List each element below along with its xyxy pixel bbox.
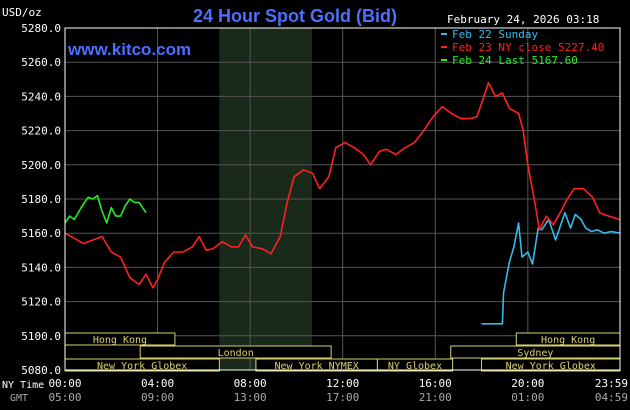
- y-tick-label: 5240.0: [21, 90, 61, 103]
- session-label-3: Sydney: [517, 348, 553, 359]
- x-tick-label-gmt: 04:59: [595, 391, 628, 404]
- y-tick-label: 5080.0: [21, 364, 61, 377]
- legend-entry-2: Feb 24 Last 5167.60: [452, 54, 578, 67]
- series-line-0: [481, 211, 621, 325]
- x-row-label-gmt: GMT: [10, 393, 28, 404]
- legend-entry-0: Feb 22 Sunday: [452, 28, 538, 41]
- session-label-4: New York Globex: [97, 361, 187, 372]
- x-tick-label-ny: 08:00: [234, 377, 267, 390]
- x-tick-label-gmt: 13:00: [234, 391, 267, 404]
- y-tick-label: 5120.0: [21, 296, 61, 309]
- chart-title: 24 Hour Spot Gold (Bid): [193, 6, 397, 26]
- y-tick-label: 5220.0: [21, 125, 61, 138]
- x-tick-label-ny: 04:00: [141, 377, 174, 390]
- axes: 5280.0 5260.0 5240.0 5220.0 5200.0 5180.0 5160…: [21, 22, 628, 404]
- timestamp: February 24, 2026 03:18: [447, 13, 599, 26]
- y-axis-label: USD/oz: [2, 6, 42, 19]
- y-tick-label: 5140.0: [21, 261, 61, 274]
- x-tick-label-gmt: 21:00: [419, 391, 452, 404]
- x-tick-label-ny: 23:59: [595, 377, 628, 390]
- x-tick-label-ny: 12:00: [326, 377, 359, 390]
- x-tick-label-gmt: 01:00: [511, 391, 544, 404]
- series-line-1: [64, 81, 621, 289]
- y-tick-label: 5160.0: [21, 227, 61, 240]
- session-label-7: New York Globex: [506, 361, 596, 372]
- x-tick-label-ny: 20:00: [511, 377, 544, 390]
- legend-entry-1: Feb 23 NY close 5227.40: [452, 41, 604, 54]
- y-tick-label: 5100.0: [21, 330, 61, 343]
- series-line-2: [64, 194, 147, 224]
- session-label-6: NY Globex: [388, 361, 442, 372]
- plot-frame: [64, 27, 621, 371]
- session-bar-6: [376, 358, 454, 372]
- session-label-2: London: [218, 348, 254, 359]
- series-lines: [64, 81, 621, 325]
- x-tick-label-gmt: 17:00: [326, 391, 359, 404]
- session-label-0: Hong Kong: [93, 335, 147, 346]
- x-tick-label-gmt: 05:00: [48, 391, 81, 404]
- x-row-label-ny: NY Time: [2, 380, 44, 391]
- session-label-1: Hong Kong: [541, 335, 595, 346]
- x-tick-label-gmt: 09:00: [141, 391, 174, 404]
- x-tick-label-ny: 16:00: [419, 377, 452, 390]
- y-tick-label: 5260.0: [21, 56, 61, 69]
- y-tick-label: 5200.0: [21, 159, 61, 172]
- session-label-5: New York NYMEX: [275, 361, 359, 372]
- market-sessions: Hong Kong Hong Kong London Sydney New York G…: [64, 332, 621, 372]
- brand-label: www.kitco.com: [67, 40, 191, 59]
- x-tick-label-ny: 00:00: [48, 377, 81, 390]
- y-tick-label: 5180.0: [21, 193, 61, 206]
- session-bar-2: [139, 345, 332, 359]
- y-tick-label: 5280.0: [21, 22, 61, 35]
